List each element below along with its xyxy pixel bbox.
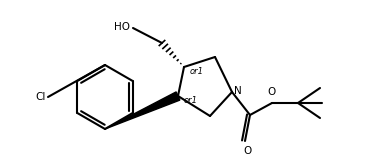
- Text: HO: HO: [114, 22, 130, 32]
- Text: or1: or1: [184, 95, 198, 105]
- Text: or1: or1: [190, 67, 204, 76]
- Text: N: N: [234, 86, 242, 96]
- Text: O: O: [244, 146, 252, 156]
- Polygon shape: [105, 92, 180, 129]
- Text: Cl: Cl: [36, 92, 46, 102]
- Text: O: O: [268, 87, 276, 97]
